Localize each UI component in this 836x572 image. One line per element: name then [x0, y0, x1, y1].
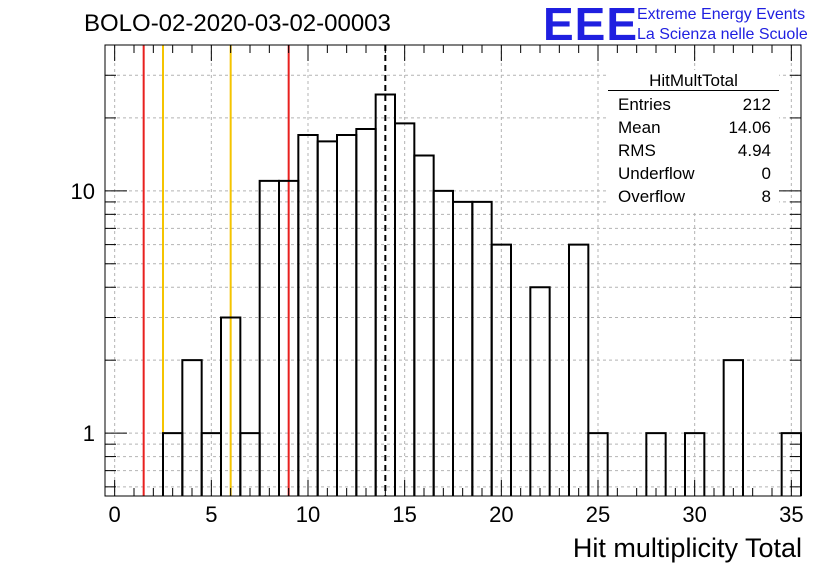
tick-labels: 0 5 10 15 20 25 30 35 1 10: [71, 179, 804, 527]
stats-label: RMS: [618, 141, 656, 160]
y-tick-label: 10: [71, 179, 95, 204]
stats-label: Mean: [618, 118, 661, 137]
stats-label: Overflow: [618, 187, 686, 206]
histogram-bar: [452, 200, 474, 496]
histogram-bar: [316, 140, 338, 496]
x-tick-label: 0: [109, 502, 121, 527]
plot-frame: [104, 44, 802, 497]
stats-label: Underflow: [618, 164, 695, 183]
histogram-bars: [162, 93, 802, 496]
y-tick-label: 1: [83, 421, 95, 446]
stats-row-entries: Entries 212: [608, 93, 779, 116]
x-tick-label: 25: [586, 502, 610, 527]
histogram-bar: [432, 189, 454, 496]
stats-value: 14.06: [728, 118, 771, 137]
stats-title: HitMultTotal: [608, 70, 779, 91]
x-tick-label: 15: [392, 502, 416, 527]
stats-label: Entries: [618, 95, 671, 114]
stats-row-overflow: Overflow 8: [608, 185, 779, 208]
x-tick-label: 30: [682, 502, 706, 527]
logo-line-1: Extreme Energy Events: [637, 6, 806, 23]
histogram-bar: [722, 359, 744, 496]
x-tick-label: 35: [779, 502, 803, 527]
histogram-bar: [413, 154, 435, 496]
x-tick-label: 20: [489, 502, 513, 527]
stats-value: 0: [761, 164, 771, 183]
chart-title: BOLO-02-2020-03-02-00003: [84, 10, 391, 37]
histogram-bar: [568, 243, 590, 496]
histogram-bar: [490, 243, 512, 496]
stats-row-mean: Mean 14.06: [608, 116, 779, 139]
marker-lines: [142, 45, 387, 496]
stats-row-underflow: Underflow 0: [608, 162, 779, 185]
x-tick-label: 10: [296, 502, 320, 527]
histogram-bar: [587, 432, 609, 496]
logo-line-2: La Scienza nelle Scuole: [637, 26, 808, 43]
stats-row-rms: RMS 4.94: [608, 139, 779, 162]
stats-value: 212: [742, 95, 771, 114]
stats-value: 4.94: [737, 141, 771, 160]
histogram-bar: [181, 359, 203, 496]
histogram-bar: [529, 286, 551, 496]
x-axis-label: Hit multiplicity Total: [572, 533, 802, 563]
histogram-bar: [220, 316, 242, 496]
stats-box: HitMultTotal Entries 212 Mean 14.06 RMS …: [608, 70, 779, 210]
x-tick-label: 5: [205, 502, 217, 527]
histogram-bar: [645, 432, 667, 496]
eee-logo: EEE: [543, 0, 639, 50]
histogram-bar: [684, 432, 706, 496]
histogram-bar: [355, 128, 377, 496]
axis-ticks: [105, 44, 801, 496]
histogram-bar: [471, 200, 493, 496]
stats-value: 8: [761, 187, 771, 206]
histogram-bar: [336, 134, 358, 496]
